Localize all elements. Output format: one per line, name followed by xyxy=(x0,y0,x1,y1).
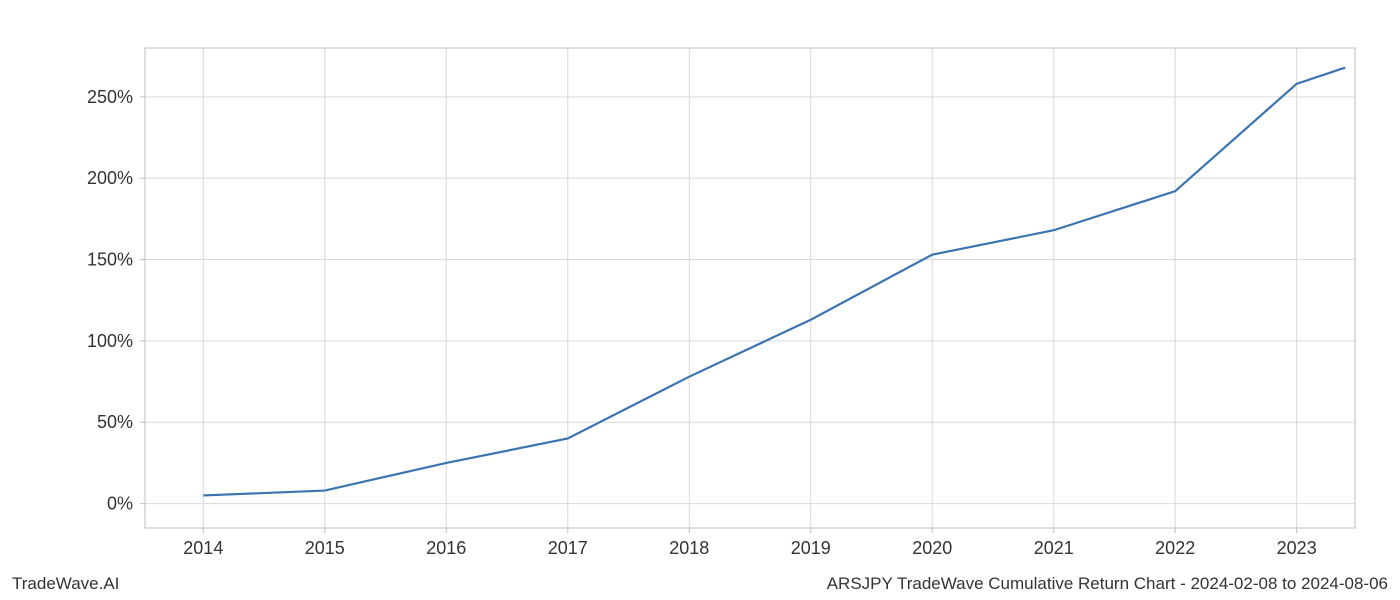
svg-text:2017: 2017 xyxy=(548,538,588,558)
svg-text:2015: 2015 xyxy=(305,538,345,558)
chart-plot: 2014 2015 2016 2017 2018 2019 2020 2021 2022 2023… xyxy=(0,0,1400,570)
svg-text:2016: 2016 xyxy=(426,538,466,558)
line-chart-svg: 2014 2015 2016 2017 2018 2019 2020 2021 2022 2023… xyxy=(0,0,1400,570)
svg-text:2018: 2018 xyxy=(669,538,709,558)
chart-footer: TradeWave.AI ARSJPY TradeWave Cumulative… xyxy=(0,574,1400,594)
svg-text:2022: 2022 xyxy=(1155,538,1195,558)
svg-text:100%: 100% xyxy=(87,331,133,351)
svg-text:150%: 150% xyxy=(87,250,133,270)
svg-text:0%: 0% xyxy=(107,494,133,514)
svg-text:2014: 2014 xyxy=(183,538,223,558)
chart-container: { "chart": { "type": "line", "background… xyxy=(0,0,1400,600)
footer-left-text: TradeWave.AI xyxy=(12,574,119,594)
svg-text:250%: 250% xyxy=(87,87,133,107)
svg-text:2020: 2020 xyxy=(912,538,952,558)
svg-text:50%: 50% xyxy=(97,412,133,432)
svg-text:2021: 2021 xyxy=(1034,538,1074,558)
svg-text:200%: 200% xyxy=(87,168,133,188)
svg-text:2023: 2023 xyxy=(1277,538,1317,558)
svg-text:2019: 2019 xyxy=(791,538,831,558)
footer-right-text: ARSJPY TradeWave Cumulative Return Chart… xyxy=(827,574,1388,594)
